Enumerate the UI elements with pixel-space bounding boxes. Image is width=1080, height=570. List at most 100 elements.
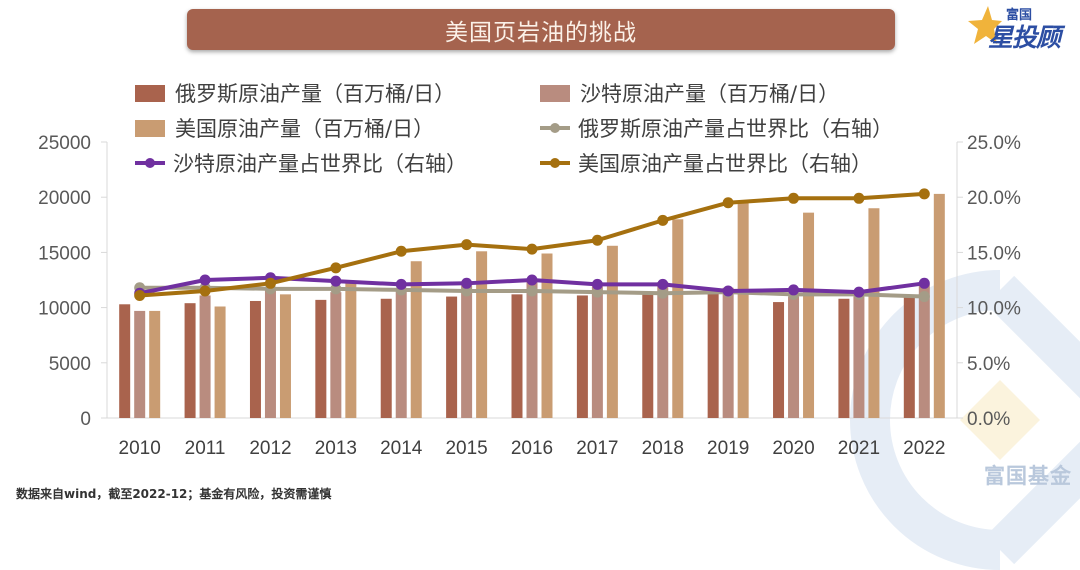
legend-item-saudi-share: 沙特原油产量占世界比（右轴） <box>135 148 467 178</box>
point-russia-share <box>461 285 473 297</box>
x-axis-tick-label: 2014 <box>380 438 423 459</box>
legend-item-us-share: 美国原油产量占世界比（右轴） <box>540 148 872 178</box>
point-saudi-share <box>330 275 342 287</box>
combo-chart: 0 5000 10000 15000 20000 25000 0.0% 5.0% 10.0% 15… <box>38 133 1021 459</box>
point-us-share <box>918 188 930 200</box>
legend-swatch-russia-bar <box>135 84 165 102</box>
point-saudi-share <box>395 278 407 290</box>
bar-russia-output <box>576 295 588 418</box>
point-us-share <box>395 245 407 257</box>
bar-us-output <box>933 193 945 418</box>
bar-us-output <box>279 294 291 418</box>
bar-us-output <box>868 208 880 418</box>
bar-saudi-output <box>722 287 734 418</box>
x-axis-tick-label: 2019 <box>707 438 749 459</box>
x-axis-tick-label: 2020 <box>772 438 814 459</box>
point-us-share <box>264 277 276 289</box>
bar-saudi-output <box>657 282 669 418</box>
point-us-share <box>657 214 669 226</box>
bar-us-output <box>410 261 422 418</box>
source-footnote: 数据来自wind，截至2022-12；基金有风险，投资需谨慎 <box>16 487 332 501</box>
left-axis-tick-label: 15000 <box>38 243 91 264</box>
point-us-share <box>526 243 538 255</box>
point-saudi-share <box>657 278 669 290</box>
left-axis-tick-label: 20000 <box>38 188 91 209</box>
x-axis-tick-label: 2013 <box>315 438 357 459</box>
left-axis-tick-label: 25000 <box>38 133 91 154</box>
bar-us-output <box>737 202 749 418</box>
right-axis-tick-label: 20.0% <box>967 188 1021 209</box>
point-russia-share <box>591 286 603 298</box>
bar-russia-output <box>903 296 915 418</box>
point-saudi-share <box>918 277 930 289</box>
bar-russia-output <box>249 300 261 418</box>
legend-swatch-russia-line <box>540 120 570 136</box>
legend-swatch-saudi-bar <box>540 84 570 102</box>
legend-label: 沙特原油产量占世界比（右轴） <box>173 152 467 176</box>
bar-russia-output <box>119 304 131 418</box>
legend-swatch-us-bar <box>135 119 165 137</box>
left-axis-tick-label: 10000 <box>38 299 91 320</box>
legend-label: 俄罗斯原油产量占世界比（右轴） <box>578 117 893 141</box>
x-axis-tick-label: 2012 <box>249 438 291 459</box>
right-axis-tick-label: 25.0% <box>967 133 1021 154</box>
bar-russia-output <box>380 298 392 418</box>
x-axis-tick-label: 2017 <box>576 438 618 459</box>
bar-russia-output <box>838 298 850 418</box>
bar-saudi-output <box>330 292 342 418</box>
legend-swatch-saudi-line <box>135 155 165 171</box>
brand-watermark-text: 富国基金 <box>984 464 1072 488</box>
x-axis-tick-label: 2021 <box>838 438 880 459</box>
point-russia-share <box>330 283 342 295</box>
left-axis-tick-label: 0 <box>80 409 91 430</box>
point-russia-share <box>526 285 538 297</box>
legend-label: 美国原油产量占世界比（右轴） <box>578 152 872 176</box>
bar-russia-output <box>511 294 523 418</box>
point-us-share <box>853 192 865 204</box>
bar-saudi-output <box>788 296 800 418</box>
right-axis-tick-label: 0.0% <box>967 409 1010 430</box>
legend-label: 沙特原油产量（百万桶/日） <box>580 82 840 106</box>
right-axis-tick-label: 15.0% <box>967 243 1021 264</box>
bar-us-output <box>541 253 553 418</box>
bar-russia-output <box>446 296 458 418</box>
point-saudi-share <box>591 278 603 290</box>
bar-us-output <box>345 282 357 418</box>
bar-saudi-output <box>134 310 146 418</box>
bar-saudi-output <box>918 284 930 418</box>
point-saudi-share <box>788 284 800 296</box>
x-axis-tick-label: 2015 <box>445 438 487 459</box>
bar-saudi-output <box>395 291 407 418</box>
legend-swatch-us-line <box>540 155 570 171</box>
chart-title-banner: 美国页岩油的挑战 <box>187 9 895 50</box>
bar-russia-output <box>642 292 654 418</box>
star-icon <box>968 6 1002 44</box>
point-us-share <box>199 285 211 297</box>
legend-item-russia-output: 俄罗斯原油产量（百万桶/日） <box>135 78 455 108</box>
point-saudi-share <box>526 274 538 286</box>
bar-saudi-output <box>461 285 473 418</box>
chart-title: 美国页岩油的挑战 <box>445 19 637 46</box>
bar-saudi-output <box>264 289 276 418</box>
x-axis-tick-label: 2010 <box>119 438 161 459</box>
x-axis-tick-label: 2016 <box>511 438 553 459</box>
legend-item-us-output: 美国原油产量（百万桶/日） <box>135 113 434 143</box>
point-saudi-share <box>722 285 734 297</box>
point-us-share <box>788 192 800 204</box>
point-us-share <box>722 197 734 209</box>
x-axis-tick-label: 2011 <box>185 438 226 459</box>
bar-us-output <box>149 310 161 418</box>
bar-saudi-output <box>526 281 538 418</box>
bar-saudi-output <box>853 296 865 418</box>
bar-us-output <box>476 251 488 418</box>
bar-russia-output <box>315 299 327 418</box>
bar-us-output <box>672 219 684 418</box>
point-saudi-share <box>853 286 865 298</box>
point-us-share <box>591 234 603 246</box>
legend-item-russia-share: 俄罗斯原油产量占世界比（右轴） <box>540 113 893 143</box>
bar-russia-output <box>773 302 785 418</box>
legend-label: 美国原油产量（百万桶/日） <box>175 117 435 141</box>
bar-us-output <box>214 306 226 418</box>
point-saudi-share <box>199 274 211 286</box>
x-axis-tick-label: 2018 <box>642 438 684 459</box>
